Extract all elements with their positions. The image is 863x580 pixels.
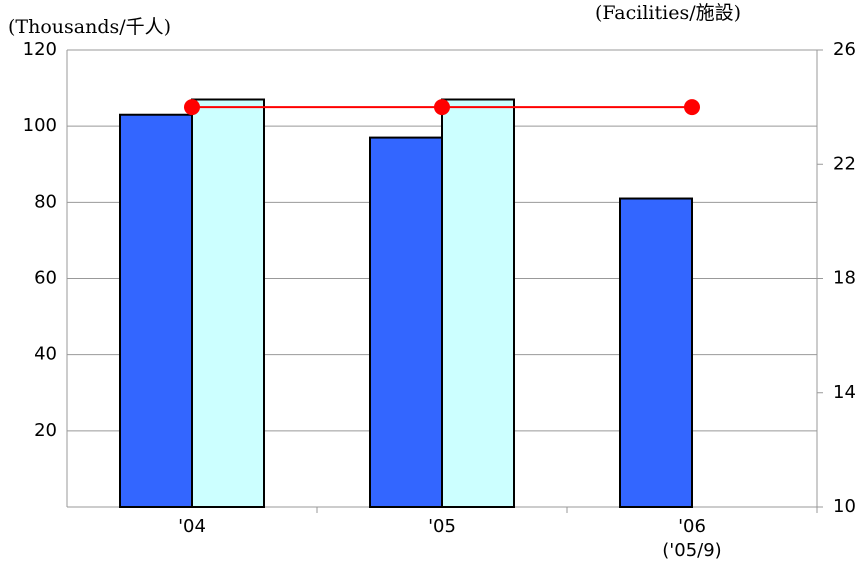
- y2-axis-label: (Facilities/施設): [595, 2, 741, 24]
- y2-tick-label: 22: [833, 153, 856, 174]
- annotation: ('05/9): [662, 540, 721, 561]
- y-tick-label: 100: [23, 115, 57, 136]
- y-axis-label: (Thousands/千人): [8, 16, 171, 38]
- x-tick-label: '06: [678, 516, 706, 537]
- bar: [119, 113, 193, 508]
- x-tick-label: '05: [428, 516, 456, 537]
- line-marker: [184, 99, 200, 116]
- y-tick-label: 120: [23, 39, 57, 60]
- line-marker: [434, 99, 450, 116]
- y2-tick-label: 14: [833, 382, 856, 403]
- y2-tick-label: 26: [833, 39, 856, 60]
- y2-tick-label: 18: [833, 268, 856, 289]
- bar: [369, 136, 443, 508]
- y-tick-label: 80: [34, 191, 57, 212]
- y2-tick-label: 10: [833, 496, 856, 517]
- bar: [619, 197, 693, 508]
- line-marker: [684, 99, 700, 116]
- y-tick-label: 60: [34, 268, 57, 289]
- y-tick-label: 40: [34, 344, 57, 365]
- bar: [191, 98, 265, 508]
- bar: [441, 98, 515, 508]
- x-tick-label: '04: [178, 516, 206, 537]
- y-tick-label: 20: [34, 420, 57, 441]
